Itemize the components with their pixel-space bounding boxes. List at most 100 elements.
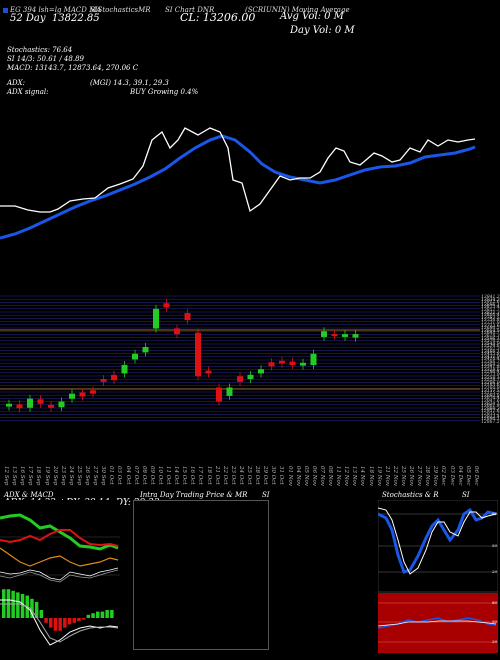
candle	[174, 328, 180, 335]
rsi-tick-50: 50	[492, 619, 498, 624]
date-label: 17 Oct	[197, 466, 204, 485]
date-label: 09 Oct	[148, 466, 155, 485]
candle	[153, 308, 159, 329]
candle	[310, 353, 317, 366]
macd-bar	[100, 611, 105, 618]
date-label: 01 Nov	[286, 466, 293, 486]
date-label: 27 Nov	[416, 466, 423, 486]
macd-bar	[39, 610, 44, 618]
price-label: 12890.1	[481, 417, 500, 423]
date-label: 28 Nov	[424, 466, 431, 486]
date-label: 30 Sep	[100, 466, 107, 486]
macd-bar	[67, 618, 72, 625]
price-label: 13664.5	[481, 328, 500, 334]
stoch-tick-20: 20	[492, 569, 498, 574]
date-label: 01 Oct	[108, 466, 115, 485]
macd-bar	[96, 611, 100, 618]
stoch-tick-50: 50	[492, 543, 498, 548]
candle	[279, 360, 285, 364]
date-label: 24 Sep	[67, 466, 74, 486]
date-label: 04 Nov	[294, 466, 301, 486]
date-label: 25 Oct	[246, 466, 252, 485]
price-label: 13160.9	[481, 386, 500, 391]
price-label: 13618.3	[481, 334, 500, 339]
date-label: 07 Oct	[132, 466, 139, 485]
price-label: 12935.2	[481, 412, 500, 417]
date-label: 08 Oct	[140, 466, 147, 485]
date-label: 16 Sep	[19, 466, 26, 486]
date-label: 04 Dec	[456, 466, 463, 486]
header-symbol: (SCRIUNIN) Moving Average	[245, 6, 350, 14]
stochastics-rsi-panel	[378, 500, 498, 653]
macd-bar	[53, 618, 58, 631]
price-label: 12980.3	[481, 406, 500, 412]
date-label: 13 Sep	[11, 466, 18, 486]
candle	[6, 403, 12, 407]
price-label: 13206.0	[481, 380, 500, 386]
price-label: 13480.1	[481, 349, 500, 355]
price-label: 13273.9	[481, 373, 500, 378]
adx-label: ADX:	[7, 79, 26, 87]
date-label: 07 Nov	[318, 466, 325, 486]
candle	[331, 334, 338, 337]
price-label: 13548.9	[481, 341, 500, 347]
stochastics-title: Stochastics & R	[382, 491, 439, 499]
price-label: 13896.1	[481, 302, 500, 308]
date-label: 26 Sep	[84, 466, 90, 486]
intraday-si-label: SI	[262, 491, 270, 499]
candle	[184, 313, 191, 321]
date-label: 12 Nov	[343, 466, 350, 486]
price-label: 13756.8	[481, 318, 500, 324]
date-label: 18 Oct	[205, 466, 212, 485]
macd-bar	[30, 598, 34, 618]
date-label: 14 Oct	[173, 466, 180, 485]
moving-average-line	[0, 134, 476, 240]
date-label: 29 Oct	[262, 466, 269, 485]
date-label: 15 Oct	[181, 466, 188, 485]
candle	[195, 332, 201, 377]
candle	[27, 398, 33, 408]
header-indicators: EG 394 lsh=lg MACD MA	[10, 6, 102, 14]
header-stochastics: SIStochasticsMR	[90, 6, 151, 14]
close-price: CL: 13206.00	[180, 11, 256, 24]
date-label: 19 Sep	[43, 466, 50, 486]
price-label: 13570.2	[481, 339, 500, 345]
rsi-readout: SI 14/3: 50.61 / 48.89	[7, 55, 84, 63]
price-label: 13912.6	[481, 300, 500, 306]
price-label: 13455.8	[481, 352, 500, 358]
date-label: 06 Nov	[310, 466, 317, 486]
candle	[16, 404, 23, 409]
price-label: 13431.9	[481, 354, 500, 360]
candle	[69, 393, 75, 399]
price-label: 13852.7	[481, 308, 500, 313]
candle	[37, 399, 44, 404]
rsi-tick-20: 20	[492, 639, 498, 644]
price-label: 13524.6	[481, 344, 500, 350]
date-label: 02 Dec	[440, 466, 447, 486]
price-label: 13821.3	[481, 310, 500, 316]
price-label: 13250.1	[481, 375, 500, 381]
date-label: 21 Nov	[383, 466, 390, 486]
macd-bar	[86, 614, 91, 618]
adx-values: (MGI) 14.3, 39.1, 29.3	[90, 79, 169, 87]
price-label: 13001.9	[481, 404, 500, 410]
date-label: 22 Nov	[391, 466, 398, 486]
stoch-tick-80: 80	[492, 511, 498, 516]
intraday-panel	[133, 500, 269, 650]
rsi-tick-80: 80	[492, 600, 498, 605]
candle	[58, 401, 65, 408]
buy-signal: BUY Growing 0.4%	[130, 88, 199, 96]
macd-bar	[110, 610, 114, 618]
price-label: 13047.6	[481, 399, 500, 404]
price-label: 13183.6	[481, 383, 500, 389]
stochastics-si-label: SI	[462, 491, 470, 499]
price-label: 13640.7	[481, 331, 500, 337]
price-label: 13934.25	[481, 297, 500, 303]
price-label: 13690.2	[481, 326, 500, 332]
date-label: 28 Oct	[254, 466, 261, 485]
date-label: 23 Sep	[59, 466, 66, 486]
price-label: 13228.7	[481, 378, 500, 384]
price-label: 13296.4	[481, 370, 500, 376]
price-label: 13341.8	[481, 365, 500, 371]
stochastics-readout: Stochastics: 76.64	[7, 46, 73, 54]
